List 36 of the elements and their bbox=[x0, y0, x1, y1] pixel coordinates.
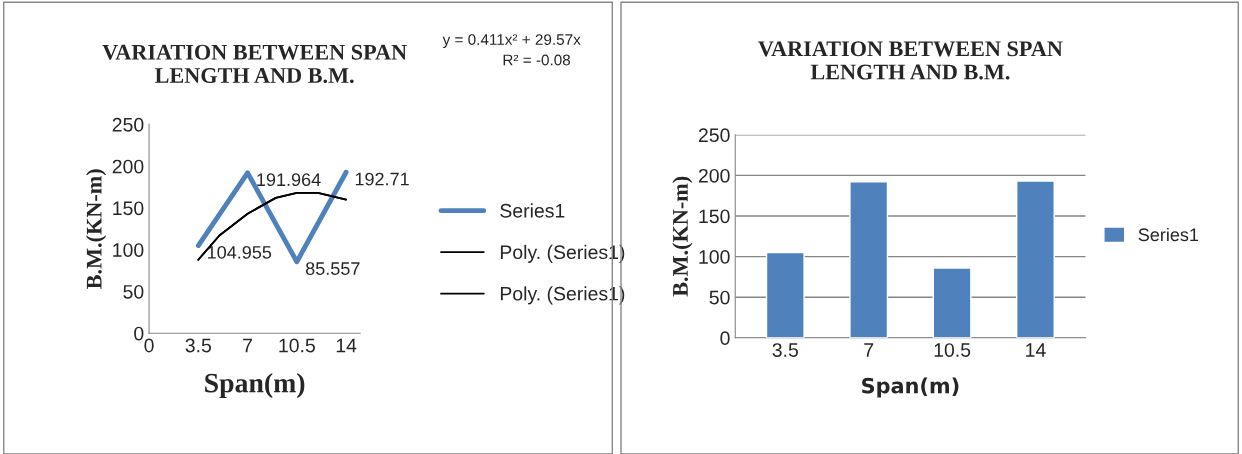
y-tick-label: 100 bbox=[699, 250, 730, 264]
text: R² = -0.08 bbox=[503, 54, 571, 66]
y-tick-label: 200 bbox=[112, 159, 144, 174]
y-tick-label: 150 bbox=[699, 209, 730, 224]
x-tick-label: 10.5 bbox=[934, 343, 971, 357]
legend-label: Series1 bbox=[1138, 227, 1199, 242]
y-tick-label: 50 bbox=[123, 284, 144, 299]
x-tick-label: 14 bbox=[336, 338, 357, 353]
data-label: 191.964 bbox=[257, 173, 321, 187]
x-tick-label: 3.5 bbox=[772, 343, 798, 357]
x-tick-label: 10.5 bbox=[279, 338, 315, 353]
x-tick-label: 7 bbox=[864, 343, 874, 357]
legend-label: Series1 bbox=[500, 203, 565, 218]
y-axis-title: B.M.(KN-m) bbox=[672, 176, 693, 297]
x-tick-label: 3.5 bbox=[185, 338, 212, 353]
chart-title: VARIATION BETWEEN SPAN LENGTH AND B.M. bbox=[102, 44, 407, 84]
data-label: 104.955 bbox=[208, 245, 272, 259]
y-tick-label: 0 bbox=[134, 326, 144, 341]
data-label: 192.71 bbox=[355, 172, 409, 186]
text: y = 0.411x² + 29.57x bbox=[442, 34, 581, 48]
y-tick-label: 250 bbox=[698, 128, 730, 143]
x-axis-title: Span(m) bbox=[862, 377, 959, 398]
y-tick-label: 250 bbox=[112, 117, 144, 132]
legend-label: Poly. (Series1) bbox=[500, 286, 625, 305]
x-tick-label: 7 bbox=[243, 338, 252, 353]
x-tick-label: 0 bbox=[144, 338, 154, 353]
x-tick-label: 14 bbox=[1026, 343, 1046, 357]
y-tick-label: 100 bbox=[113, 243, 144, 257]
y-tick-label: 50 bbox=[709, 290, 730, 305]
data-label: 85.557 bbox=[305, 262, 360, 275]
y-tick-label: 200 bbox=[698, 168, 730, 183]
legend-label: Poly. (Series1) bbox=[500, 244, 625, 263]
chart-title: VARIATION BETWEEN SPAN LENGTH AND B.M. bbox=[758, 41, 1063, 80]
y-tick-label: 150 bbox=[113, 201, 144, 216]
x-axis-title: Span(m) bbox=[205, 372, 305, 399]
y-axis-title: B.M.(KN-m) bbox=[86, 169, 107, 289]
